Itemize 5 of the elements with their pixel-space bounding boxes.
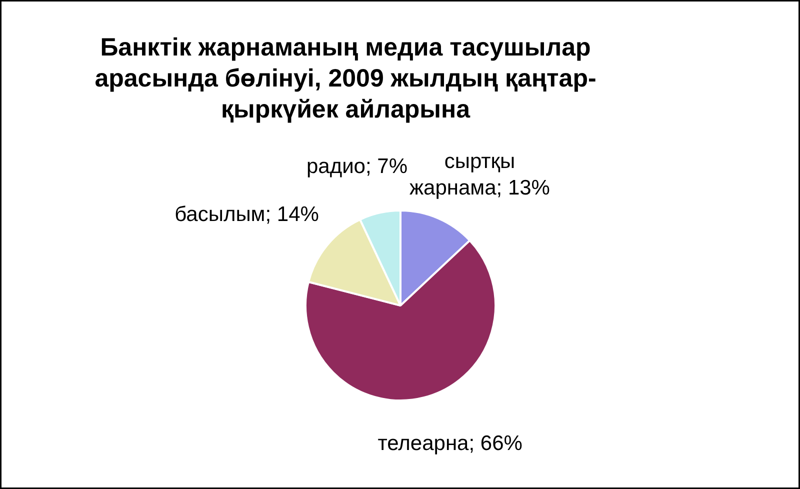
slice-label: радио; 7% bbox=[306, 154, 408, 178]
slice-label: телеарна; 66% bbox=[378, 432, 522, 456]
slice-label: басылым; 14% bbox=[174, 203, 319, 226]
slice-label: сыртқы жарнама; 13% bbox=[409, 150, 550, 200]
chart-title: Банктік жарнаманың медиа тасушылар арасында бөлінуі, 2009 жылдың қаңтар-қыркүйек айларына bbox=[94, 34, 596, 124]
